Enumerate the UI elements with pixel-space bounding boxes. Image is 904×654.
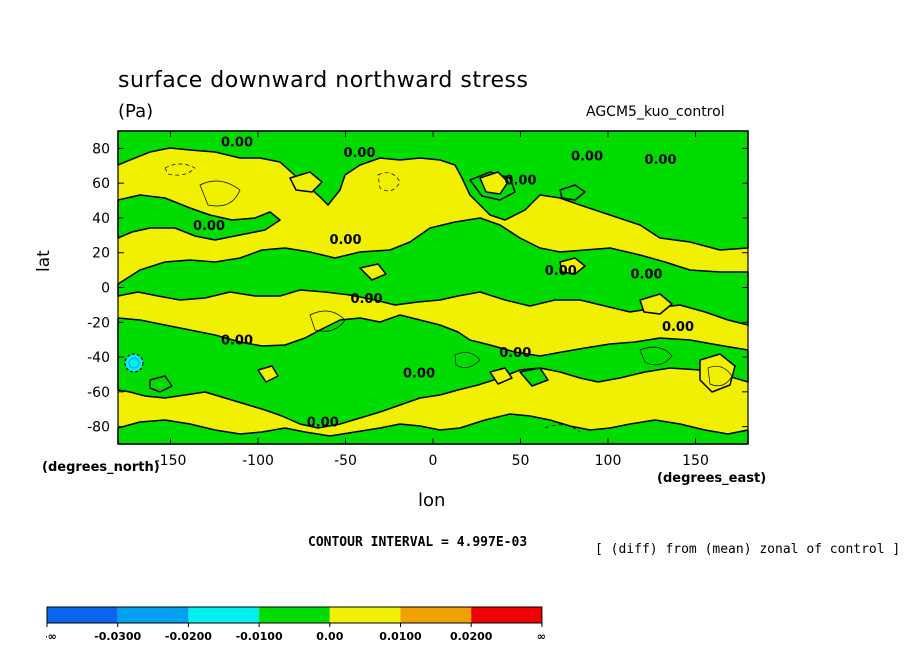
chart-title: surface downward northward stress	[118, 68, 529, 93]
colorbar: -∞ -0.0300 -0.0200 -0.0100 0.00 0.0100 0.0200 ∞	[46, 606, 546, 643]
colorbar-swatch	[329, 607, 401, 623]
x-tick-label: 0	[429, 453, 438, 469]
contour-label: 0.00	[504, 174, 536, 189]
green-island-2	[559, 184, 586, 201]
contour-label: 0.00	[221, 334, 253, 349]
contour-label: 0.00	[662, 320, 694, 335]
y-tick-label: -60	[87, 385, 110, 401]
contour-plot: 0.00 0.00 0.00 0.00 0.00 0.00 0.00 0.00 0.00 0.00…	[87, 130, 749, 469]
contour-interval: CONTOUR INTERVAL = 4.997E-03	[308, 535, 528, 550]
contour-label: 0.00	[630, 268, 662, 283]
colorbar-label: 0.0200	[450, 630, 493, 643]
x-axis-label: lon	[418, 490, 446, 511]
contour-label: 0.00	[307, 415, 339, 430]
colorbar-swatch	[259, 607, 330, 623]
chart-units: (Pa)	[118, 101, 154, 122]
y-tick-label: -20	[87, 315, 110, 331]
y-tick-label: -80	[87, 420, 110, 436]
y-tick-label: 60	[92, 176, 110, 192]
x-tick-label: -100	[242, 453, 274, 469]
green-region-antarctic	[117, 413, 749, 445]
footnote: [ (diff) from (mean) zonal of control ]	[595, 542, 901, 557]
green-island-3	[149, 375, 173, 393]
x-tick-label: 100	[595, 453, 622, 469]
colorbar-swatch	[188, 607, 260, 623]
model-label: AGCM5_kuo_control	[586, 104, 725, 120]
contour-label: 0.00	[193, 219, 225, 234]
colorbar-swatch	[471, 607, 542, 623]
colorbar-swatch	[117, 607, 189, 623]
y-axis: 80 60 40 20 0 -20 -40 -60 -80	[87, 141, 748, 436]
green-region-central-band	[117, 217, 749, 326]
x-tick-label: -150	[155, 453, 187, 469]
colorbar-swatch	[47, 607, 118, 623]
contour-label: 0.00	[329, 233, 361, 248]
y-tick-label: 0	[101, 281, 110, 297]
positive-islands	[257, 171, 736, 393]
colorbar-label: -0.0200	[165, 630, 212, 643]
x-tick-label: 50	[512, 453, 530, 469]
thin-contours	[164, 163, 733, 433]
colorbar-frame	[46, 606, 543, 624]
x-tick-label: 150	[682, 453, 709, 469]
strong-negative-spot	[124, 353, 144, 373]
y-tick-label: 80	[92, 141, 110, 157]
colorbar-label: ∞	[537, 630, 546, 643]
contour-label: 0.00	[221, 135, 253, 150]
contour-label: 0.00	[499, 346, 531, 361]
x-axis: -150 -100 -50 0 50 100 150	[155, 131, 709, 469]
green-region-northwest	[117, 194, 281, 241]
y-tick-label: 20	[92, 246, 110, 262]
y-axis-label: lat	[34, 250, 54, 272]
colorbar-label: 0.0100	[379, 630, 422, 643]
contour-label: 0.00	[545, 264, 577, 279]
y-axis-unit-note: (degrees_north)	[42, 460, 160, 475]
colorbar-label: 0.00	[316, 630, 343, 643]
y-tick-label: 40	[92, 211, 110, 227]
contour-label: 0.00	[644, 153, 676, 168]
plot-area: 0.00 0.00 0.00 0.00 0.00 0.00 0.00 0.00 0.00 0.00…	[117, 130, 749, 445]
contour-label: 0.00	[403, 367, 435, 382]
x-axis-unit-note: (degrees_east)	[657, 471, 767, 486]
y-tick-label: -40	[87, 350, 110, 366]
contour-label: 0.00	[350, 292, 382, 307]
colorbar-label: -∞	[46, 630, 57, 643]
colorbar-label: -0.0300	[94, 630, 141, 643]
colorbar-swatch	[400, 607, 472, 623]
x-tick-label: -50	[334, 453, 357, 469]
green-region-north	[117, 130, 749, 251]
negative-regions	[117, 130, 749, 445]
green-island-4	[519, 367, 549, 387]
contour-label: 0.00	[571, 149, 603, 164]
colorbar-label: -0.0100	[236, 630, 283, 643]
contour-labels: 0.00 0.00 0.00 0.00 0.00 0.00 0.00 0.00 0.00 0.00…	[193, 135, 694, 430]
contour-label: 0.00	[343, 146, 375, 161]
